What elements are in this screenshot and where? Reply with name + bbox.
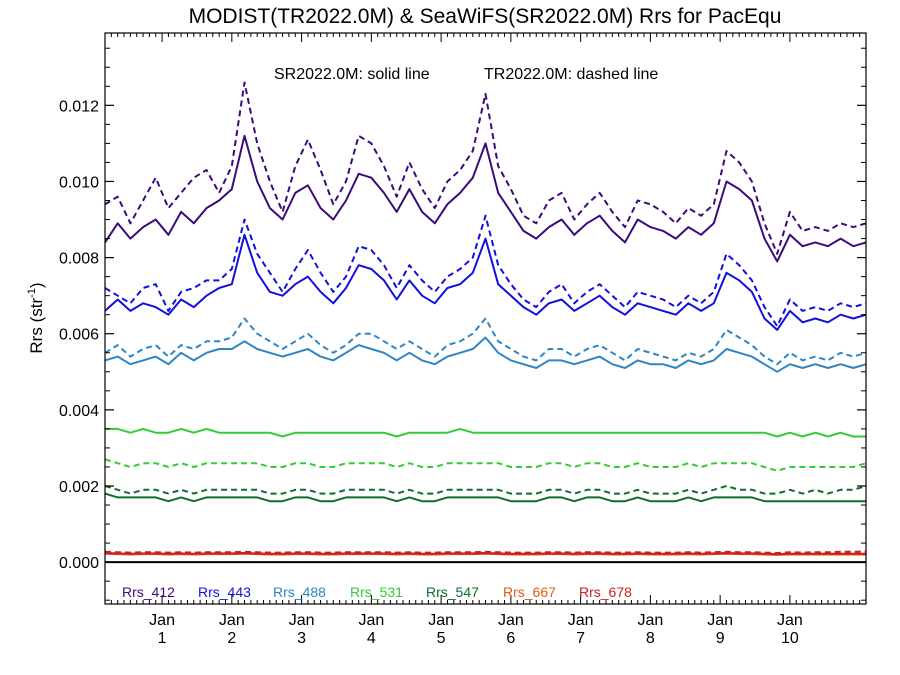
chart-title: MODIST(TR2022.0M) & SeaWiFS(SR2022.0M) R… bbox=[189, 5, 782, 28]
x-tick-label-day: 4 bbox=[367, 630, 376, 647]
x-tick-label-day: 5 bbox=[437, 630, 446, 647]
x-tick-label-month: Jan bbox=[428, 612, 454, 629]
x-tick-label-day: 6 bbox=[506, 630, 515, 647]
legend-rrs-547: Rrs_547 bbox=[426, 584, 479, 600]
y-axis-label: Rrs (str-1) bbox=[26, 282, 46, 353]
annotation-solid: SR2022.0M: solid line bbox=[274, 66, 430, 83]
series-rrs-678-dashed bbox=[105, 550, 866, 554]
legend-rrs-667: Rrs_667 bbox=[503, 584, 556, 600]
y-axis-label-end: ) bbox=[27, 282, 46, 288]
x-tick-label-month: Jan bbox=[289, 612, 315, 629]
series-rrs-531-solid bbox=[105, 427, 866, 438]
x-tick-label-month: Jan bbox=[219, 612, 245, 629]
legend: Rrs_412 Rrs_443 Rrs_488 Rrs_531 Rrs_547 Rrs_6… bbox=[122, 584, 632, 600]
legend-rrs-412: Rrs_412 bbox=[122, 584, 175, 600]
y-tick-label: 0.010 bbox=[59, 174, 99, 191]
x-tick-label-day: 9 bbox=[716, 630, 725, 647]
y-tick-label: 0.008 bbox=[59, 251, 99, 268]
series-rrs-488-dashed bbox=[105, 317, 866, 366]
series-layer bbox=[105, 81, 866, 556]
x-tick-label-month: Jan bbox=[568, 612, 594, 629]
legend-rrs-488: Rrs_488 bbox=[273, 584, 326, 600]
x-tick-label-month: Jan bbox=[498, 612, 524, 629]
series-rrs-443-solid bbox=[105, 233, 866, 331]
x-tick-label-day: 3 bbox=[297, 630, 306, 647]
y-axis: 0.000 0.002 0.004 0.006 0.008 0.010 0.012 bbox=[59, 47, 866, 601]
y-axis-label-sup: -1 bbox=[26, 288, 38, 298]
series-rrs-412-solid bbox=[105, 134, 866, 263]
x-tick-label-month: Jan bbox=[637, 612, 663, 629]
x-tick-label-day: 7 bbox=[576, 630, 585, 647]
series-rrs-531-dashed bbox=[105, 458, 866, 472]
series-rrs-547-dashed bbox=[105, 485, 866, 495]
legend-rrs-531: Rrs_531 bbox=[350, 584, 403, 600]
y-tick-label: 0.000 bbox=[59, 555, 99, 572]
annotation-dashed: TR2022.0M: dashed line bbox=[484, 66, 658, 83]
y-tick-label: 0.006 bbox=[59, 327, 99, 344]
y-axis-label-base: Rrs (str bbox=[27, 298, 46, 354]
y-tick-label: 0.012 bbox=[59, 98, 99, 115]
series-rrs-443-dashed bbox=[105, 214, 866, 328]
x-tick-label-day: 2 bbox=[227, 630, 236, 647]
series-rrs-678-solid bbox=[105, 552, 866, 556]
x-tick-label-month: Jan bbox=[777, 612, 803, 629]
series-rrs-547-solid bbox=[105, 492, 866, 503]
y-tick-label: 0.004 bbox=[59, 403, 99, 420]
x-tick-label-day: 10 bbox=[781, 630, 799, 647]
legend-rrs-678: Rrs_678 bbox=[579, 584, 632, 600]
x-tick-label-day: 1 bbox=[158, 630, 167, 647]
x-tick-label-month: Jan bbox=[707, 612, 733, 629]
series-rrs-488-solid bbox=[105, 336, 866, 373]
x-tick-label-month: Jan bbox=[358, 612, 384, 629]
x-axis: Jan1Jan2Jan3Jan4Jan5Jan6Jan7Jan8Jan9Jan1… bbox=[110, 33, 861, 647]
x-tick-label-day: 8 bbox=[646, 630, 655, 647]
x-tick-label-month: Jan bbox=[149, 612, 175, 629]
series-rrs-412-dashed bbox=[105, 81, 866, 255]
legend-rrs-443: Rrs_443 bbox=[198, 584, 251, 600]
y-tick-label: 0.002 bbox=[59, 479, 99, 496]
